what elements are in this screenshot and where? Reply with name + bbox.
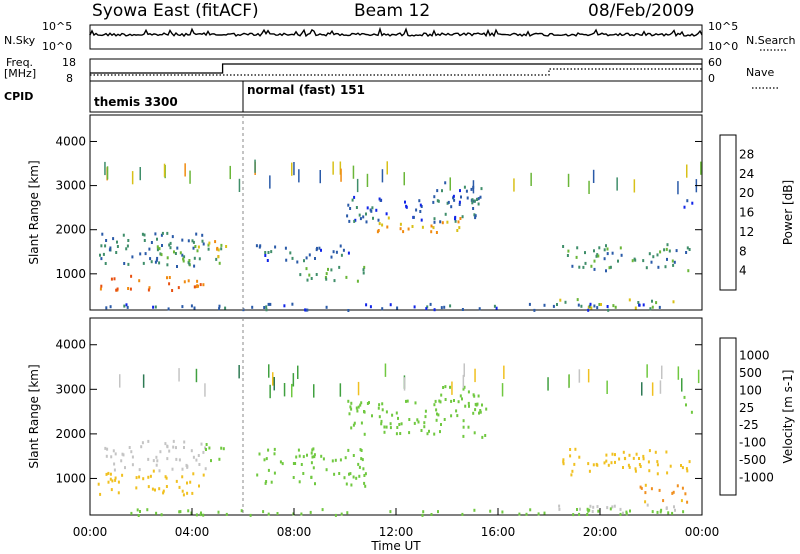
x-axis-ticks: 00:00 04:00 08:00 12:00 16:00 20:00 00:00 (73, 508, 720, 539)
x-tick-label: 20:00 (583, 525, 618, 539)
colorbar-tick-label: 1000 (739, 348, 770, 362)
freq-line (90, 63, 702, 74)
x-tick-label: 00:00 (685, 525, 720, 539)
colorbar-tick-label: 4 (739, 264, 747, 278)
colorbar-tick-label: 28 (739, 147, 754, 161)
colorbar-tick-label: 500 (739, 366, 762, 380)
nave-label: Nave (746, 66, 774, 79)
colorbar-frame (719, 337, 737, 496)
colorbar-label: Power [dB] (781, 180, 795, 245)
cpid-label: CPID (4, 90, 33, 103)
freq-tick-high: 18 (62, 56, 76, 69)
colorbar-label: Velocity [m s-1] (781, 370, 795, 464)
nsearch-tick-low: 10^0 (708, 40, 738, 53)
power-scatter (99, 159, 702, 312)
x-tick-label: 08:00 (277, 525, 312, 539)
freq-frame (89, 58, 703, 82)
cpid-segment-label: normal (fast) 151 (247, 83, 365, 97)
colorbar-tick-label: 8 (739, 244, 747, 258)
colorbar-tick-label: 25 (739, 401, 754, 415)
nsky-label: N.Sky (4, 34, 36, 47)
velocity-panel: 1000 2000 3000 4000 Slant Range [km] 1000 500 1… (27, 317, 795, 517)
colorbar-tick-label: 20 (739, 186, 754, 200)
x-axis-label: Time UT (370, 539, 421, 553)
colorbar-tick-label: 100 (739, 383, 762, 397)
y-tick-label: 3000 (55, 382, 86, 396)
velocity-scatter (97, 363, 700, 517)
nsky-tick-low: 10^0 (42, 40, 72, 53)
nsearch-label: N.Search (746, 34, 796, 47)
x-tick-label: 12:00 (379, 525, 414, 539)
beam-label: Beam 12 (354, 1, 430, 21)
nave-tick-high: 60 (708, 56, 722, 69)
power-panel: 1000 2000 3000 4000 Slant Range [km] 4 8 12 16 20… (27, 114, 795, 312)
power-frame (89, 114, 703, 311)
plot-title: Syowa East (fitACF) (92, 1, 259, 21)
y-axis-label: Slant Range [km] (27, 160, 41, 264)
velocity-frame (89, 317, 703, 516)
y-tick-label: 2000 (55, 223, 86, 237)
colorbar-tick-label: 24 (739, 167, 754, 181)
nave-tick-low: 0 (708, 72, 715, 85)
x-tick-label: 16:00 (481, 525, 516, 539)
colorbar-tick-label: 16 (739, 206, 754, 220)
colorbar-tick-label: 12 (739, 225, 754, 239)
colorbar-tick-label: -1000 (739, 471, 774, 485)
freq-tick-low: 8 (66, 72, 73, 85)
x-tick-label: 00:00 (73, 525, 108, 539)
y-tick-label: 1000 (55, 267, 86, 281)
colorbar-frame (719, 134, 737, 291)
cpid-segment-label: themis 3300 (94, 95, 178, 109)
y-tick-label: 2000 (55, 427, 86, 441)
colorbar-tick-label: -100 (739, 436, 766, 450)
colorbar-tick-label: -500 (739, 453, 766, 467)
cpid-frame (89, 80, 703, 113)
nsearch-tick-high: 10^5 (708, 20, 738, 33)
x-tick-label: 04:00 (175, 525, 210, 539)
freq-trace (90, 63, 702, 76)
cpid-segments: themis 3300 normal (fast) 151 (94, 81, 365, 112)
freq-unit-label: [MHz] (4, 67, 36, 80)
colorbar-tick-label: -25 (739, 418, 759, 432)
date-label: 08/Feb/2009 (588, 1, 694, 21)
nave-line (90, 68, 702, 76)
nsky-line (89, 26, 703, 38)
freq-label: Freq. (6, 56, 33, 69)
y-axis-label: Slant Range [km] (27, 364, 41, 468)
nsky-frame (89, 24, 703, 50)
y-tick-label: 4000 (55, 134, 86, 148)
nsky-trace (89, 26, 703, 38)
nsky-tick-high: 10^5 (42, 20, 72, 33)
y-tick-label: 1000 (55, 471, 86, 485)
y-tick-label: 3000 (55, 179, 86, 193)
y-tick-label: 4000 (55, 338, 86, 352)
